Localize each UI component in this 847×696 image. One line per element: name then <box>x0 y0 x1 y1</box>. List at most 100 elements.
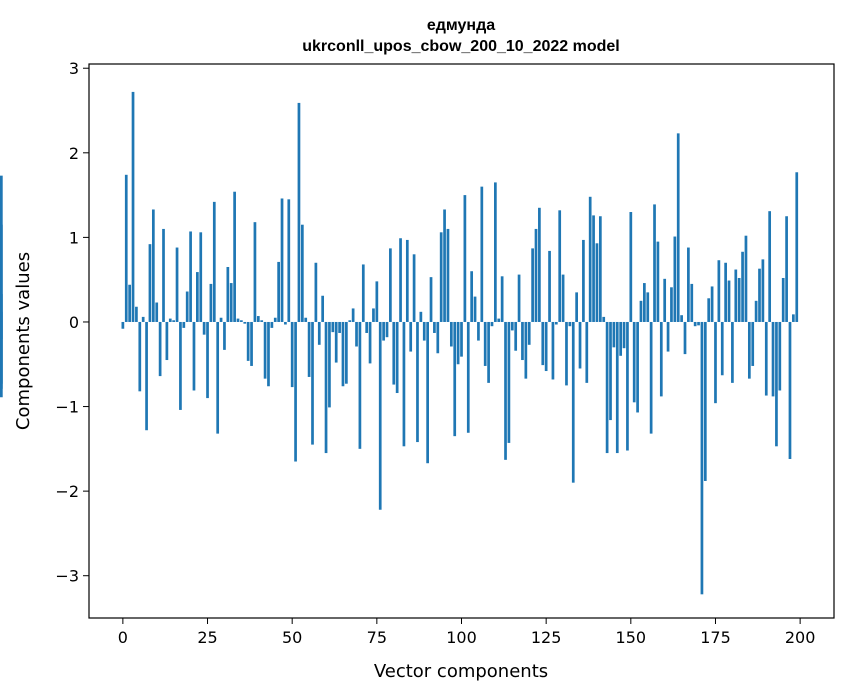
bar-0 <box>121 321 125 329</box>
bar-99 <box>456 321 460 365</box>
bars-group <box>0 91 799 595</box>
bar-58 <box>317 321 321 345</box>
bar-116 <box>514 321 518 351</box>
bar-181 <box>734 269 738 322</box>
bar-189 <box>761 259 765 322</box>
bar-194 <box>778 321 782 391</box>
bar-53 <box>300 224 304 322</box>
bar-193 <box>775 321 778 447</box>
bar-38 <box>250 321 253 366</box>
bar-157 <box>653 204 656 322</box>
bar-48 <box>284 321 287 325</box>
bar-152 <box>636 321 639 413</box>
bar-180 <box>731 321 734 383</box>
bar-82 <box>399 238 402 322</box>
bar-24 <box>202 321 206 335</box>
bar-103 <box>470 271 474 322</box>
x-tick-label: 75 <box>367 628 387 647</box>
bar-59 <box>321 295 325 322</box>
bar-94 <box>439 232 443 322</box>
bar-4 <box>135 306 138 322</box>
bar-126 <box>548 250 551 322</box>
bar-3 <box>131 91 135 322</box>
bar-139 <box>592 215 595 322</box>
bar-197 <box>788 321 792 459</box>
bar-73 <box>368 321 372 364</box>
bar-161 <box>666 321 670 352</box>
bar-160 <box>663 278 667 322</box>
bar-68 <box>351 308 355 322</box>
bar-136 <box>582 239 585 322</box>
bar-112 <box>500 276 504 322</box>
bar-115 <box>510 321 514 331</box>
bar-88 <box>419 311 423 322</box>
y-tick-label: 0 <box>69 313 79 332</box>
bar-undefined <box>0 321 3 398</box>
bar-52 <box>297 102 301 322</box>
bar-17 <box>179 321 182 410</box>
bar-56 <box>311 321 314 445</box>
bar-156 <box>649 321 653 434</box>
bar-196 <box>785 216 788 322</box>
bar-140 <box>595 243 599 322</box>
bar-91 <box>429 277 433 322</box>
bar-178 <box>724 262 727 322</box>
bar-93 <box>436 321 440 354</box>
bar-62 <box>331 321 335 333</box>
bar-158 <box>656 241 660 322</box>
y-tick-label: 2 <box>69 144 79 163</box>
bar-109 <box>490 321 494 327</box>
bar-162 <box>670 287 673 322</box>
bar-65 <box>341 321 345 387</box>
y-tick-label: −1 <box>55 398 79 417</box>
bar-195 <box>781 277 785 322</box>
bar-57 <box>314 262 318 322</box>
bar-184 <box>744 235 748 322</box>
bar-13 <box>165 321 169 361</box>
bar-81 <box>395 321 399 394</box>
bar-2 <box>128 284 131 322</box>
bar-127 <box>551 321 555 380</box>
bar-86 <box>412 254 416 322</box>
bar-121 <box>531 248 534 322</box>
bar-118 <box>521 321 524 361</box>
bar-191 <box>768 211 772 322</box>
bar-37 <box>246 321 250 361</box>
bar-167 <box>687 247 690 322</box>
bar-10 <box>155 302 159 322</box>
bar-170 <box>697 321 700 326</box>
bar-108 <box>487 321 490 383</box>
bar-145 <box>612 321 616 348</box>
bar-44 <box>270 321 274 328</box>
bar-151 <box>632 321 636 403</box>
bar-120 <box>527 321 531 345</box>
bar-104 <box>473 296 477 322</box>
bar-89 <box>422 321 426 341</box>
bar-21 <box>192 321 196 391</box>
bar-148 <box>622 321 626 349</box>
bar-173 <box>707 298 711 322</box>
x-axis-label: Vector components <box>374 661 548 682</box>
bar-76 <box>378 321 382 510</box>
y-tick-label: 3 <box>69 59 79 78</box>
bar-171 <box>700 321 704 595</box>
bar-198 <box>792 314 795 322</box>
bar-61 <box>328 321 331 408</box>
bar-183 <box>741 251 744 322</box>
x-tick-label: 150 <box>616 628 647 647</box>
bar-100 <box>460 321 463 357</box>
bar-130 <box>561 274 565 322</box>
bar-134 <box>575 292 578 322</box>
bar-142 <box>602 316 606 322</box>
bar-29 <box>219 317 223 322</box>
bar-70 <box>358 321 362 449</box>
bar-177 <box>720 321 724 376</box>
y-tick-label: −2 <box>55 482 79 501</box>
bar-35 <box>240 320 243 322</box>
bar-26 <box>209 283 213 322</box>
bar-110 <box>494 182 497 322</box>
bar-55 <box>307 321 311 377</box>
bar-190 <box>764 321 768 396</box>
bar-129 <box>558 210 562 322</box>
